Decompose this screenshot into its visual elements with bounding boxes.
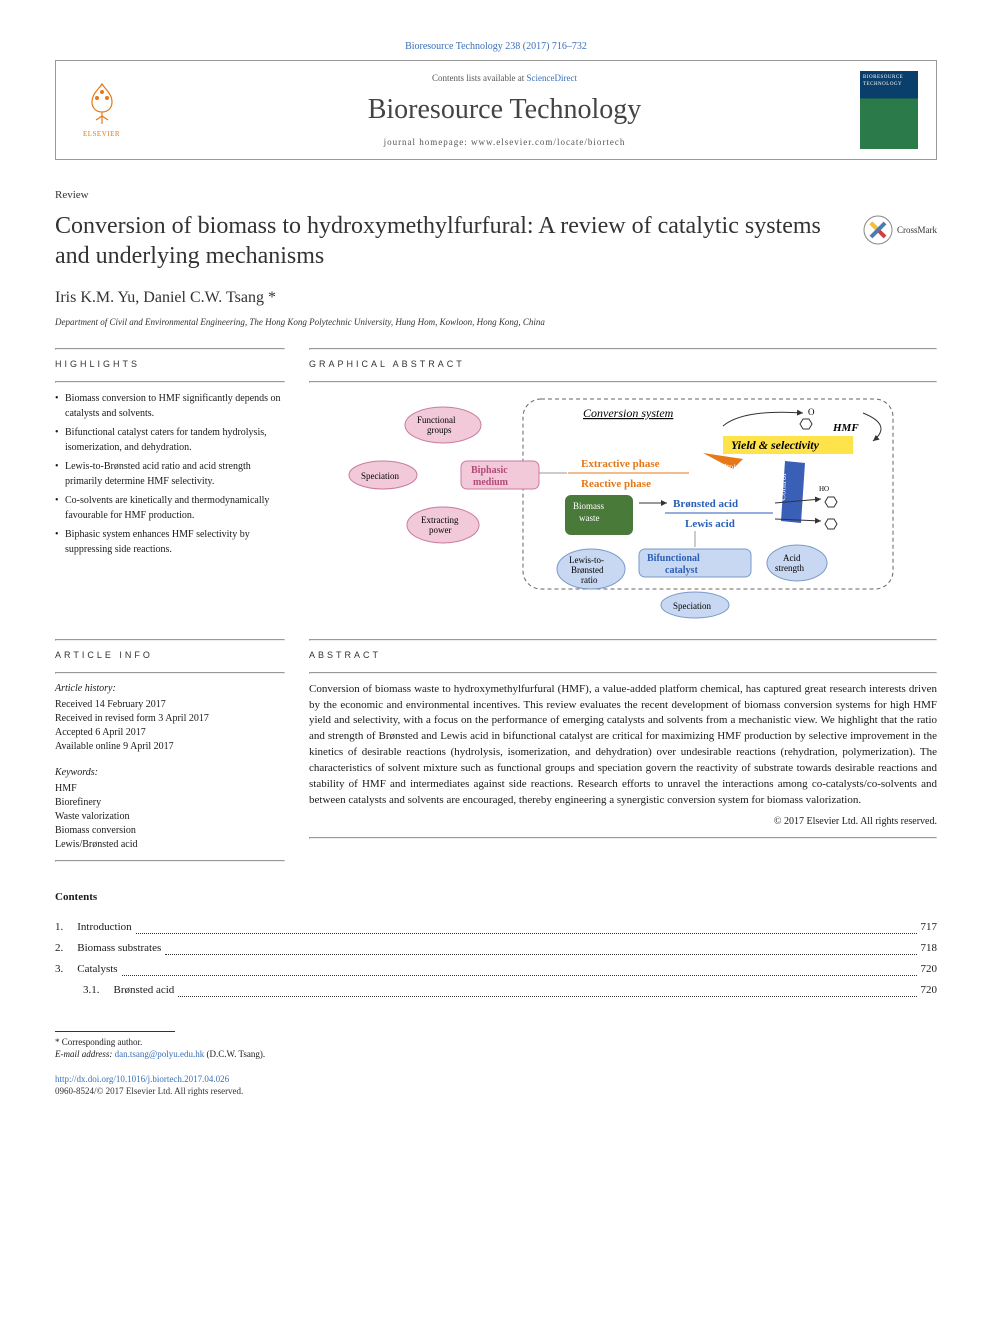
svg-text:catalyst: catalyst <box>665 565 698 576</box>
keyword-item: Lewis/Brønsted acid <box>55 838 285 852</box>
toc-item[interactable]: 3.1. Brønsted acid 720 <box>55 980 937 1001</box>
highlight-item: Bifunctional catalyst caters for tandem … <box>55 425 285 455</box>
keyword-item: Biomass conversion <box>55 824 285 838</box>
graphical-abstract: Conversion system O HMF Yield & selectiv… <box>309 391 937 621</box>
journal-cover-thumbnail: BIORESOURCE TECHNOLOGY <box>860 71 918 149</box>
svg-text:Reactive phase: Reactive phase <box>581 478 651 490</box>
svg-text:power: power <box>429 525 452 535</box>
svg-text:Functional: Functional <box>417 415 456 425</box>
toc-item[interactable]: 1. Introduction 717 <box>55 917 937 938</box>
history-item: Available online 9 April 2017 <box>55 740 285 754</box>
svg-text:O: O <box>808 407 815 417</box>
history-item: Received 14 February 2017 <box>55 698 285 712</box>
highlights-label: HIGHLIGHTS <box>55 358 285 371</box>
highlight-item: Biomass conversion to HMF significantly … <box>55 391 285 421</box>
sciencedirect-link[interactable]: ScienceDirect <box>527 73 577 83</box>
article-info-label: ARTICLE INFO <box>55 649 285 662</box>
highlight-item: Biphasic system enhances HMF selectivity… <box>55 527 285 557</box>
crossmark-badge[interactable]: CrossMark <box>863 215 937 245</box>
svg-text:Control: Control <box>777 473 788 501</box>
authors: Iris K.M. Yu, Daniel C.W. Tsang * <box>55 287 937 309</box>
svg-text:Bifunctional: Bifunctional <box>647 553 700 564</box>
table-of-contents: 1. Introduction 717 2. Biomass substrate… <box>55 917 937 1001</box>
contents-heading: Contents <box>55 890 937 905</box>
highlight-item: Lewis-to-Brønsted acid ratio and acid st… <box>55 459 285 489</box>
abstract-label: ABSTRACT <box>309 649 937 662</box>
svg-text:Speciation: Speciation <box>361 471 399 481</box>
history-item: Accepted 6 April 2017 <box>55 726 285 740</box>
highlight-item: Co-solvents are kinetically and thermody… <box>55 493 285 523</box>
svg-text:Lewis-to-: Lewis-to- <box>569 555 604 565</box>
email-link[interactable]: dan.tsang@polyu.edu.hk <box>115 1049 205 1059</box>
toc-item[interactable]: 2. Biomass substrates 718 <box>55 938 937 959</box>
highlights-list: Biomass conversion to HMF significantly … <box>55 391 285 557</box>
svg-text:Conversion system: Conversion system <box>583 406 674 420</box>
svg-text:Extracting: Extracting <box>421 515 459 525</box>
svg-text:waste: waste <box>579 513 600 523</box>
abstract-copyright: © 2017 Elsevier Ltd. All rights reserved… <box>309 815 937 829</box>
svg-text:Biomass: Biomass <box>573 501 605 511</box>
journal-name: Bioresource Technology <box>149 90 860 129</box>
svg-text:HO: HO <box>819 485 829 493</box>
history-item: Received in revised form 3 April 2017 <box>55 712 285 726</box>
contents-available-line: Contents lists available at ScienceDirec… <box>149 72 860 85</box>
corresponding-author-footnote: * Corresponding author. E-mail address: … <box>55 1036 937 1061</box>
abstract-text: Conversion of biomass waste to hydroxyme… <box>309 682 937 810</box>
journal-header: ELSEVIER Contents lists available at Sci… <box>55 60 937 160</box>
svg-text:medium: medium <box>473 477 509 488</box>
crossmark-label: CrossMark <box>897 224 937 237</box>
journal-homepage: journal homepage: www.elsevier.com/locat… <box>149 136 860 149</box>
keyword-item: Waste valorization <box>55 810 285 824</box>
svg-text:HMF: HMF <box>832 422 859 434</box>
citation-line: Bioresource Technology 238 (2017) 716–73… <box>55 40 937 54</box>
svg-text:Biphasic: Biphasic <box>471 465 508 476</box>
keyword-item: HMF <box>55 782 285 796</box>
svg-text:Brønsted acid: Brønsted acid <box>673 498 738 510</box>
graphical-abstract-label: GRAPHICAL ABSTRACT <box>309 358 937 371</box>
svg-text:strength: strength <box>775 563 804 573</box>
elsevier-logo: ELSEVIER <box>74 78 129 143</box>
affiliation: Department of Civil and Environmental En… <box>55 316 937 329</box>
svg-text:Lewis acid: Lewis acid <box>685 518 735 530</box>
svg-text:Yield & selectivity: Yield & selectivity <box>731 438 820 452</box>
article-title: Conversion of biomass to hydroxymethylfu… <box>55 211 843 271</box>
keywords-heading: Keywords: <box>55 766 285 780</box>
graphical-abstract-svg: Conversion system O HMF Yield & selectiv… <box>309 391 937 621</box>
svg-text:Brønsted: Brønsted <box>571 565 604 575</box>
tree-icon <box>78 80 126 128</box>
svg-text:Acid: Acid <box>783 553 801 563</box>
doi-link[interactable]: http://dx.doi.org/10.1016/j.biortech.201… <box>55 1073 937 1086</box>
svg-text:Speciation: Speciation <box>673 601 711 611</box>
svg-text:Extractive phase: Extractive phase <box>581 458 660 470</box>
article-type: Review <box>55 188 937 203</box>
toc-item[interactable]: 3. Catalysts 720 <box>55 959 937 980</box>
crossmark-icon <box>863 215 893 245</box>
keyword-item: Biorefinery <box>55 796 285 810</box>
svg-text:groups: groups <box>427 425 452 435</box>
footer-copyright: 0960-8524/© 2017 Elsevier Ltd. All right… <box>55 1085 937 1098</box>
publisher-name: ELSEVIER <box>83 130 120 140</box>
svg-text:ratio: ratio <box>581 575 598 585</box>
history-heading: Article history: <box>55 682 285 696</box>
